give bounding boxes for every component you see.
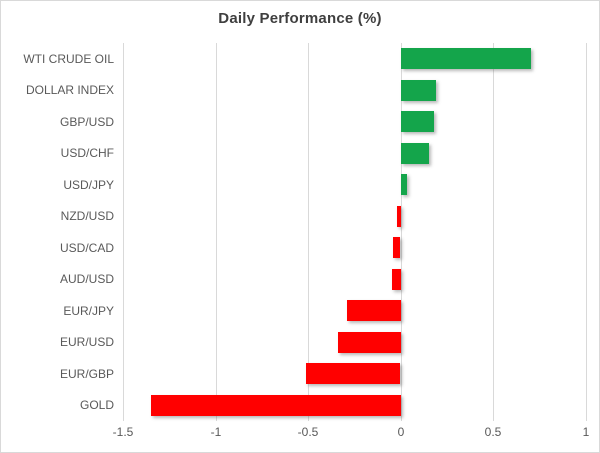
x-tick-label: -1 bbox=[210, 425, 222, 439]
bar-eur-usd bbox=[338, 332, 401, 353]
chart-title: Daily Performance (%) bbox=[218, 10, 382, 27]
category-label-dollar-index: DOLLAR INDEX bbox=[25, 83, 114, 97]
x-tick-label: 1 bbox=[582, 425, 590, 439]
gridline bbox=[216, 43, 217, 421]
bar-dollar-index bbox=[401, 80, 436, 101]
category-label-gold: GOLD bbox=[79, 398, 114, 412]
x-tick-label: 0 bbox=[397, 425, 405, 439]
gridline bbox=[308, 43, 309, 421]
x-tick-label: -1.5 bbox=[112, 425, 134, 439]
category-label-usd-jpy: USD/JPY bbox=[63, 178, 114, 192]
category-label-usd-cad: USD/CAD bbox=[59, 241, 114, 255]
category-label-aud-usd: AUD/USD bbox=[59, 272, 114, 286]
x-tick-label: 0.5 bbox=[484, 425, 502, 439]
bar-usd-cad bbox=[393, 237, 400, 258]
gridline bbox=[123, 43, 124, 421]
category-label-nzd-usd: NZD/USD bbox=[60, 209, 114, 223]
bar-usd-chf bbox=[401, 143, 429, 164]
bar-eur-jpy bbox=[347, 300, 401, 321]
bar-nzd-usd bbox=[397, 206, 401, 227]
category-label-wti-crude-oil: WTI CRUDE OIL bbox=[23, 52, 114, 66]
category-label-eur-gbp: EUR/GBP bbox=[59, 367, 114, 381]
bar-aud-usd bbox=[392, 269, 401, 290]
zero-axis-line bbox=[401, 43, 402, 421]
bar-gbp-usd bbox=[401, 111, 434, 132]
bar-eur-gbp bbox=[306, 363, 400, 384]
bar-usd-jpy bbox=[401, 174, 407, 195]
category-label-eur-usd: EUR/USD bbox=[59, 335, 114, 349]
bar-gold bbox=[151, 395, 401, 416]
gridline bbox=[586, 43, 587, 421]
gridline bbox=[493, 43, 494, 421]
category-label-usd-chf: USD/CHF bbox=[60, 146, 114, 160]
x-tick-label: -0.5 bbox=[297, 425, 319, 439]
bar-wti-crude-oil bbox=[401, 48, 531, 69]
category-label-eur-jpy: EUR/JPY bbox=[63, 304, 114, 318]
category-label-gbp-usd: GBP/USD bbox=[59, 115, 114, 129]
